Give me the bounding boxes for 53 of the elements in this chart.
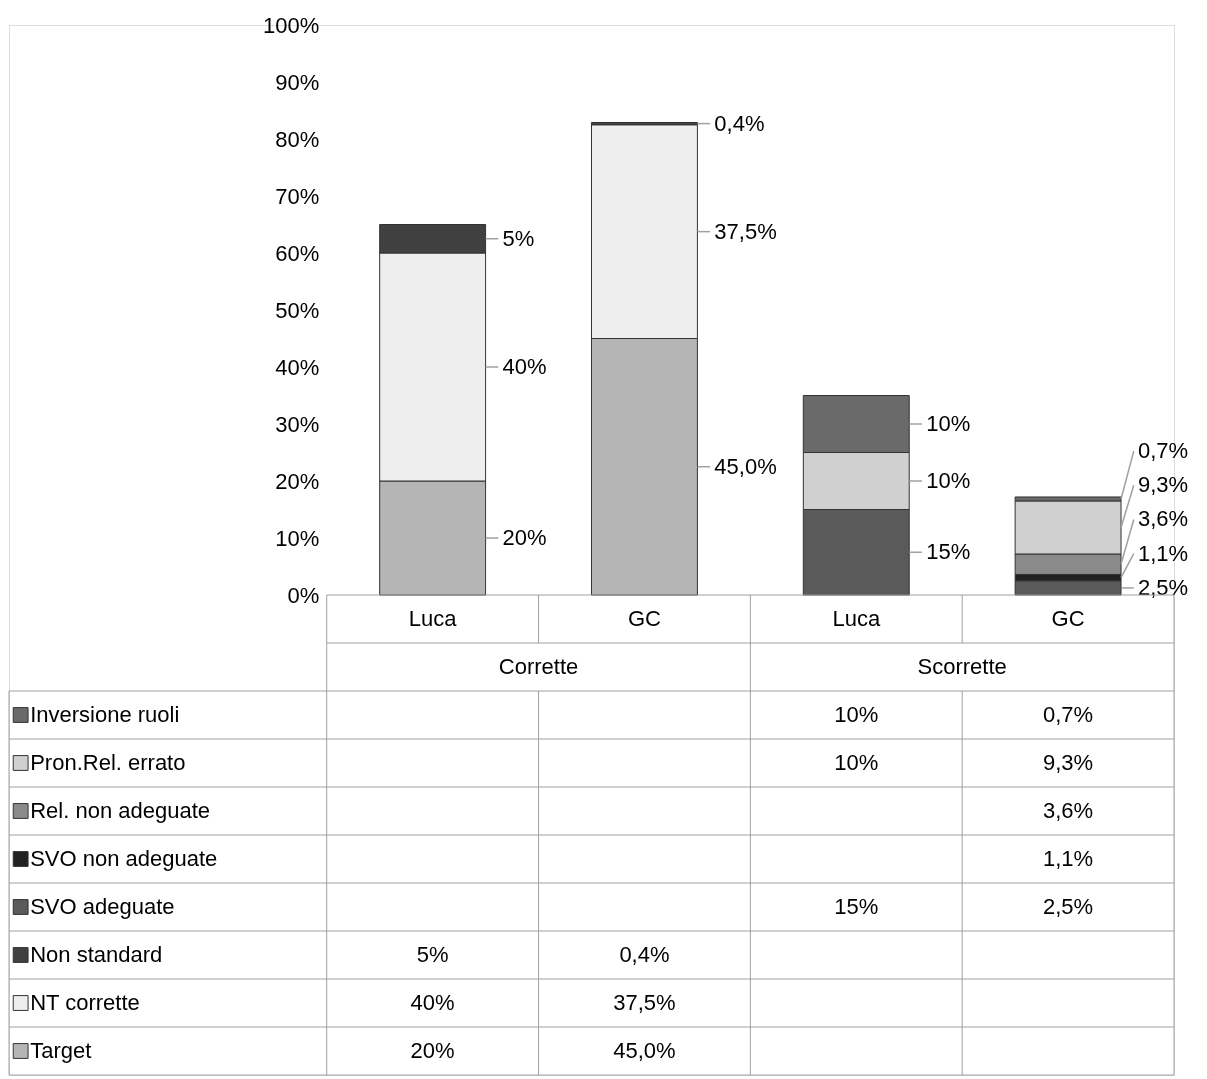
- x-tick-label: Luca: [832, 606, 881, 631]
- text: Scorrette: [917, 654, 1007, 679]
- data-label: 45,0%: [613, 1038, 676, 1063]
- x-tick-label: GC: [627, 606, 662, 631]
- y-tick-label: 0%: [287, 582, 320, 608]
- y-tick-label: 70%: [275, 183, 320, 209]
- text: 15%: [926, 539, 971, 565]
- text: 9,3%: [1137, 472, 1189, 498]
- text: 37,5%: [714, 218, 777, 244]
- text: 1,1%: [1043, 846, 1094, 871]
- x-tick-label: GC: [1051, 606, 1085, 631]
- text: 20%: [502, 525, 547, 550]
- y-tick-label: 30%: [275, 411, 320, 437]
- legend-label: SVO non adeguate: [30, 846, 218, 871]
- text: 0,4%: [714, 110, 765, 136]
- text: 45,0%: [714, 453, 777, 479]
- text: 10%: [926, 468, 971, 493]
- text: 40%: [502, 354, 547, 379]
- y-tick-label: 40%: [275, 354, 320, 380]
- y-tick-label: 100%: [262, 12, 320, 38]
- legend-label: Rel. non adeguate: [30, 798, 211, 823]
- legend-label: Pron.Rel. errato: [30, 750, 186, 775]
- data-label: 0,4%: [619, 942, 670, 967]
- y-tick-label: 90%: [275, 69, 320, 95]
- y-tick-label: 10%: [275, 525, 320, 551]
- y-tick-label: 20%: [275, 468, 320, 494]
- data-label: 15%: [834, 894, 879, 919]
- data-label: 10%: [834, 702, 879, 727]
- text: 2,5%: [1137, 574, 1189, 600]
- data-label: 37,5%: [613, 990, 676, 1015]
- x-tick-label: Luca: [408, 606, 458, 631]
- text: 3,6%: [1043, 798, 1094, 823]
- y-tick-label: 60%: [275, 240, 320, 266]
- data-label: 10%: [834, 750, 879, 775]
- data-label: 40%: [410, 990, 455, 1015]
- y-tick-label: 80%: [275, 126, 320, 152]
- text: 5%: [502, 225, 535, 251]
- data-label: 5%: [416, 942, 449, 967]
- legend-label: SVO adeguate: [30, 894, 175, 919]
- text: Corrette: [498, 654, 579, 679]
- data-label: 9,3%: [1043, 750, 1094, 775]
- legend-label: NT corrette: [30, 990, 140, 1015]
- data-label: 3,6%: [1137, 506, 1189, 532]
- data-label: 20%: [410, 1038, 455, 1063]
- legend-label: Target: [30, 1038, 92, 1063]
- y-tick-label: 50%: [275, 297, 320, 323]
- legend-label: Non standard: [30, 942, 163, 967]
- data-label: 0,7%: [1043, 702, 1094, 727]
- data-label: 1,1%: [1137, 540, 1189, 566]
- legend-label: Inversione ruoli: [30, 702, 180, 727]
- text: 0,7%: [1137, 438, 1189, 464]
- data-label: 2,5%: [1043, 894, 1094, 919]
- text: 10%: [926, 411, 971, 436]
